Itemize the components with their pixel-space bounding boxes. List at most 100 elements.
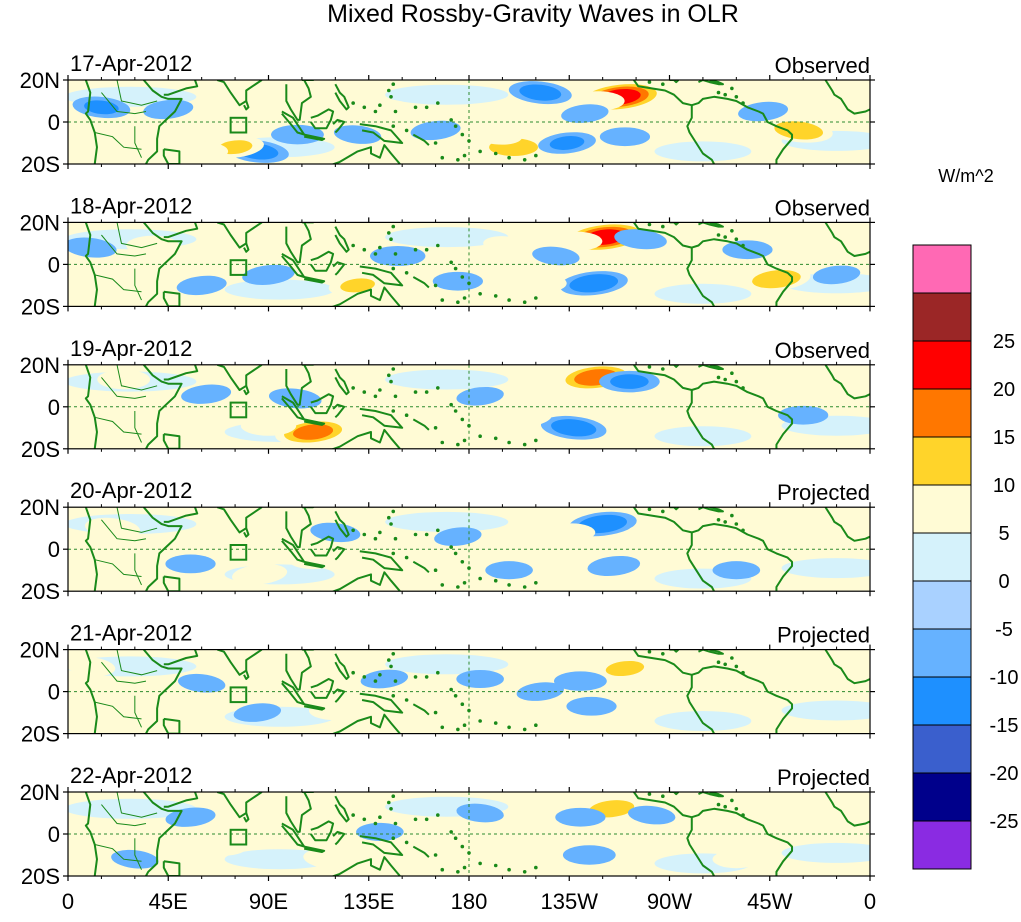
island (391, 409, 396, 413)
coastline (243, 385, 250, 396)
island (453, 551, 458, 556)
island (467, 566, 471, 570)
country-border (101, 804, 147, 827)
island (373, 821, 378, 826)
anomaly-cell (268, 388, 322, 409)
contour-level (360, 669, 409, 689)
island (522, 870, 527, 874)
island (723, 377, 727, 382)
coastline (359, 692, 404, 714)
country-border (94, 274, 142, 293)
island (493, 151, 498, 156)
anomaly-cell (712, 561, 761, 580)
y-tick-label: 20N (20, 210, 60, 235)
x-axis: 0 45E 90E 135E 180 135W 90W 45W 0 (62, 889, 876, 914)
island (456, 727, 460, 732)
contour-level (456, 669, 504, 689)
colorbar-bin (912, 532, 972, 582)
island (730, 513, 734, 518)
anomaly-cell (485, 561, 533, 580)
coastline (669, 222, 680, 226)
island (373, 394, 378, 399)
coastline (243, 812, 250, 823)
anomaly-cell (694, 261, 743, 281)
coastline (301, 649, 315, 651)
coastline (310, 250, 335, 272)
island (440, 155, 445, 160)
coastline (216, 222, 263, 249)
coastline (301, 364, 315, 366)
anomaly-cell (627, 524, 681, 545)
island (453, 124, 458, 128)
map-field (68, 222, 870, 307)
contour-level (532, 246, 580, 266)
anomaly-cell (175, 141, 229, 162)
anomaly-streak (781, 700, 870, 721)
island (413, 817, 418, 822)
contour-level (549, 231, 603, 252)
anomaly-cell (97, 369, 151, 390)
anomaly-cell (812, 265, 861, 285)
coastline (698, 507, 724, 513)
anomaly-streak (781, 558, 870, 579)
coastline (84, 649, 98, 734)
anomaly-cell (200, 837, 248, 856)
island (391, 224, 396, 229)
island (734, 522, 739, 526)
island (393, 679, 398, 683)
contour-level (788, 677, 841, 698)
country-border (134, 553, 142, 586)
coastline (142, 649, 183, 734)
contour-level (456, 386, 504, 406)
y-tick-label: 20S (21, 437, 60, 462)
contour-level (240, 415, 297, 436)
contour-level (641, 690, 689, 710)
contour-level (356, 822, 404, 841)
coastline (332, 403, 346, 419)
anomaly-cell (456, 386, 504, 406)
island (362, 247, 367, 252)
contour-level (577, 401, 628, 421)
panel-date-label: 18-Apr-2012 (70, 193, 192, 218)
island (387, 800, 391, 805)
coastline (303, 418, 326, 426)
coastline (334, 653, 350, 680)
island (387, 658, 391, 662)
map-panel: 20N 0 20S 17-Apr-2012 Observed (20, 51, 875, 177)
island (647, 365, 652, 369)
contour-level (566, 696, 617, 716)
island (436, 813, 440, 817)
panel-status-label: Observed (775, 195, 870, 220)
anomaly-cell (587, 555, 641, 577)
map-field (68, 364, 870, 449)
anomaly-cell (481, 700, 532, 721)
island (460, 132, 465, 137)
contour-level (399, 836, 450, 857)
contour-level (825, 84, 870, 105)
island (378, 388, 382, 392)
island (449, 118, 453, 122)
island (460, 560, 465, 564)
contour-level (97, 369, 151, 390)
region-box (229, 686, 248, 704)
contour-level (561, 104, 609, 123)
anomaly-cell (638, 403, 692, 424)
island (424, 390, 429, 394)
anomaly-streak (385, 227, 509, 248)
contour-level (370, 245, 426, 267)
island (436, 670, 440, 675)
anomaly-cell (165, 554, 216, 574)
coastlines (84, 792, 870, 876)
island (661, 509, 665, 514)
island (389, 522, 393, 526)
y-tick-label: 20N (20, 68, 60, 93)
contour-level (812, 265, 861, 285)
island (462, 865, 467, 870)
anomaly-cell (392, 690, 443, 710)
anomaly-cell (547, 523, 596, 542)
island (391, 551, 396, 556)
island (734, 807, 739, 811)
coastline (285, 649, 312, 691)
country-border (94, 559, 142, 577)
coastline (669, 507, 680, 511)
